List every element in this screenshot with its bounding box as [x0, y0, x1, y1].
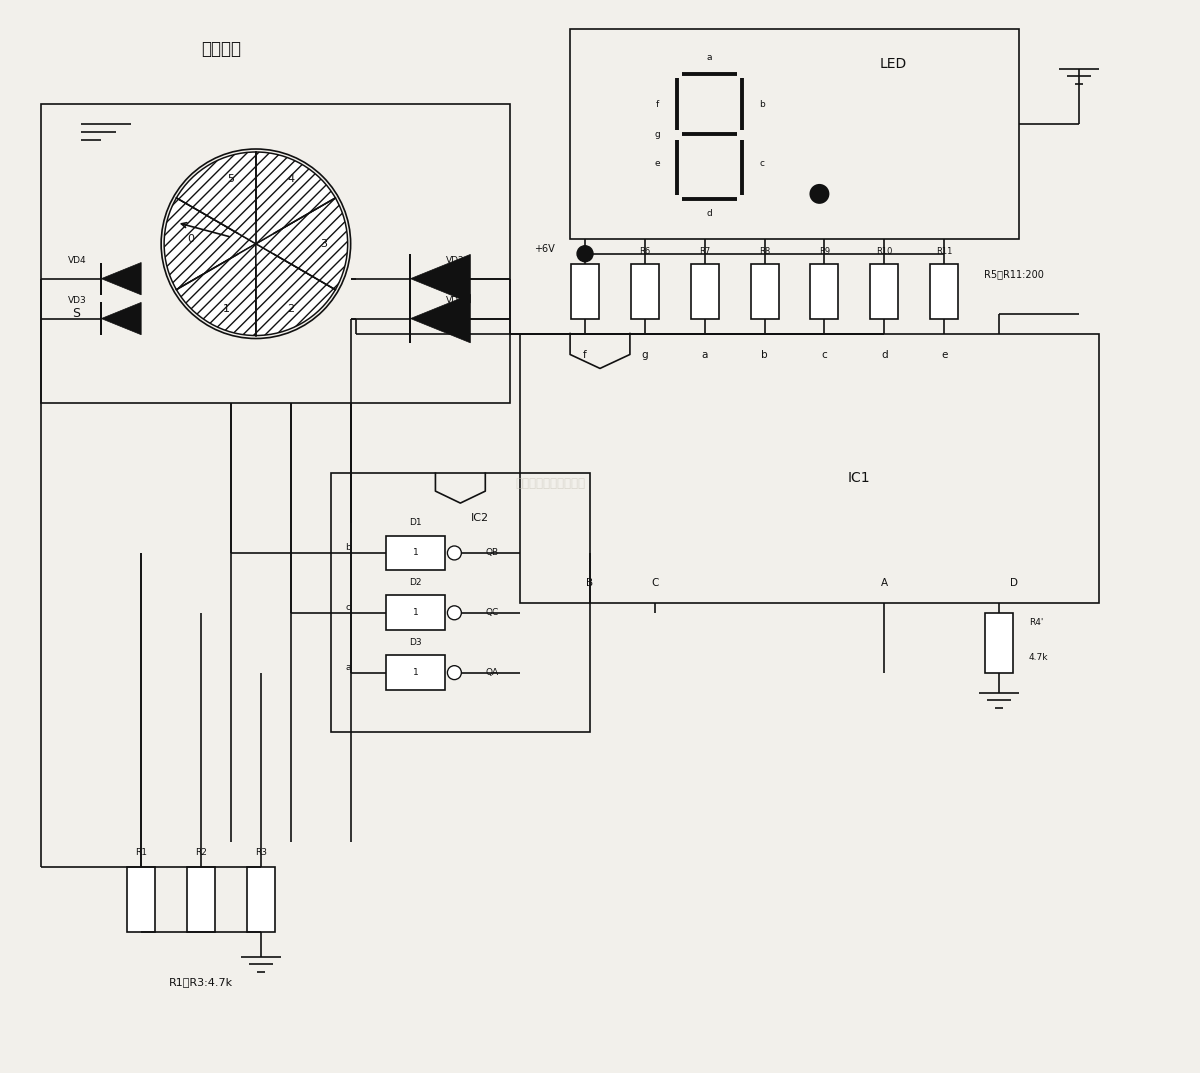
Wedge shape — [256, 197, 348, 290]
Bar — [985, 613, 1013, 673]
Text: R6: R6 — [640, 247, 650, 256]
Text: 杭州将睿科技有限公司: 杭州将睿科技有限公司 — [515, 476, 586, 489]
Bar — [42, 104, 510, 403]
Wedge shape — [256, 152, 335, 244]
Polygon shape — [101, 263, 142, 295]
Text: a: a — [707, 53, 713, 62]
Text: VD3: VD3 — [67, 296, 86, 305]
Text: g: g — [654, 130, 660, 138]
Text: IC2: IC2 — [472, 513, 490, 523]
Text: R11: R11 — [936, 247, 953, 256]
Bar — [247, 867, 275, 932]
Text: VD1: VD1 — [446, 296, 464, 305]
Text: c: c — [346, 603, 350, 613]
Text: VD4: VD4 — [67, 256, 86, 265]
Circle shape — [236, 224, 276, 264]
Text: R9: R9 — [818, 247, 830, 256]
Text: 挡位开关: 挡位开关 — [200, 41, 241, 58]
Text: R10: R10 — [876, 247, 893, 256]
Bar — [870, 264, 899, 319]
Bar — [631, 264, 659, 319]
Text: 1: 1 — [413, 608, 419, 617]
Text: a: a — [346, 663, 350, 672]
Bar — [521, 334, 1099, 603]
Text: c: c — [822, 351, 827, 361]
Text: D1: D1 — [409, 518, 421, 527]
Bar — [691, 264, 719, 319]
Text: d: d — [707, 209, 713, 218]
Text: R1～R3:4.7k: R1～R3:4.7k — [169, 976, 233, 987]
Bar — [930, 264, 958, 319]
Text: R8: R8 — [758, 247, 770, 256]
Circle shape — [448, 546, 461, 560]
Text: f: f — [583, 351, 587, 361]
Bar — [571, 264, 599, 319]
Text: b: b — [760, 100, 764, 108]
Text: R5: R5 — [580, 247, 590, 256]
Bar — [187, 867, 215, 932]
Text: LED: LED — [880, 57, 907, 71]
Text: IC1: IC1 — [848, 471, 871, 485]
Text: D2: D2 — [409, 578, 421, 587]
Bar — [127, 867, 155, 932]
Text: b: b — [344, 543, 350, 553]
Text: 1: 1 — [413, 668, 419, 677]
Text: e: e — [941, 351, 947, 361]
Text: R3: R3 — [254, 848, 266, 856]
Text: 0: 0 — [187, 234, 194, 244]
Text: QA: QA — [485, 668, 498, 677]
Circle shape — [448, 665, 461, 679]
Text: R2: R2 — [196, 848, 206, 856]
Text: R4': R4' — [1028, 618, 1043, 628]
Text: +6V: +6V — [534, 244, 556, 253]
Circle shape — [448, 606, 461, 620]
Text: R1: R1 — [136, 848, 148, 856]
Text: 3: 3 — [320, 239, 328, 249]
Text: d: d — [881, 351, 888, 361]
Polygon shape — [410, 294, 470, 342]
Text: g: g — [642, 351, 648, 361]
Bar — [385, 596, 445, 630]
Text: 1: 1 — [222, 304, 229, 313]
Text: C: C — [652, 578, 659, 588]
Text: QC: QC — [485, 608, 498, 617]
Text: a: a — [702, 351, 708, 361]
Text: B: B — [587, 578, 594, 588]
Wedge shape — [176, 244, 256, 336]
Text: b: b — [761, 351, 768, 361]
Text: QB: QB — [485, 548, 498, 558]
Text: f: f — [655, 100, 659, 108]
Bar — [331, 473, 590, 733]
Text: A: A — [881, 578, 888, 588]
Text: 5: 5 — [228, 174, 234, 183]
Wedge shape — [176, 152, 256, 244]
Circle shape — [810, 183, 829, 204]
Polygon shape — [410, 254, 470, 303]
Wedge shape — [164, 197, 256, 290]
Text: 4.7k: 4.7k — [1028, 653, 1049, 662]
Circle shape — [577, 246, 593, 262]
Text: R7: R7 — [700, 247, 710, 256]
Text: S: S — [72, 307, 80, 320]
Text: VD2: VD2 — [446, 256, 464, 265]
Polygon shape — [101, 303, 142, 335]
Text: R5～R11:200: R5～R11:200 — [984, 268, 1044, 279]
Bar — [385, 656, 445, 690]
Text: 1: 1 — [413, 548, 419, 558]
Text: c: c — [760, 160, 764, 168]
Text: D3: D3 — [409, 637, 421, 647]
Text: e: e — [654, 160, 660, 168]
Text: D: D — [1010, 578, 1018, 588]
Text: 4: 4 — [287, 174, 294, 183]
Text: 2: 2 — [287, 304, 294, 313]
Wedge shape — [256, 244, 335, 336]
Bar — [385, 535, 445, 571]
Bar — [751, 264, 779, 319]
Bar — [570, 29, 1019, 239]
Bar — [810, 264, 839, 319]
